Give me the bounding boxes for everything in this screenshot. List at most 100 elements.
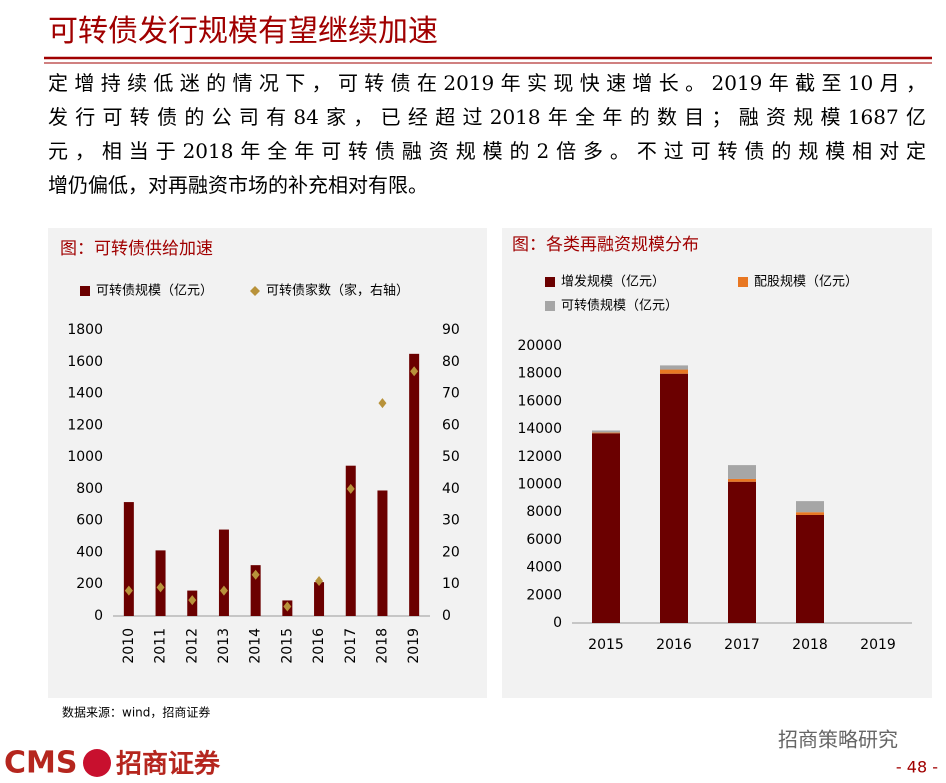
paragraph-line: 定增持续低迷的情况下，可转债在2019年实现快速增长。2019年截至10月， (48, 71, 926, 95)
x-tick-label: 2010 (121, 628, 137, 664)
bar (377, 490, 388, 616)
y-tick-label: 20000 (517, 338, 562, 354)
point (124, 585, 133, 596)
panel (502, 228, 932, 698)
chart-title: 图：可转债供给加速 (60, 239, 213, 259)
y-tick-label: 8000 (526, 504, 562, 520)
x-tick-label: 2019 (860, 637, 896, 653)
point (156, 582, 165, 593)
legend-marker (250, 286, 260, 296)
source-note: 数据来源：wind，招商证券 (62, 705, 210, 720)
bar-segment (728, 481, 756, 623)
paragraph: 定增持续低迷的情况下，可转债在2019年实现快速增长。2019年截至10月， 发行… (48, 66, 926, 202)
x-tick-label: 2018 (374, 628, 390, 664)
logo: CMS (4, 746, 77, 781)
bar-segment (660, 373, 688, 623)
y2-tick-label: 80 (442, 354, 460, 370)
bar (123, 502, 134, 616)
y-tick-label: 6000 (526, 532, 562, 548)
x-tick-label: 2015 (588, 637, 624, 653)
y-tick-label: 2000 (526, 587, 562, 603)
page-number: - 48 - (896, 758, 938, 777)
bar-segment (592, 432, 620, 434)
y-tick-label: 16000 (517, 393, 562, 409)
legend-marker (545, 301, 555, 311)
bar-segment (796, 514, 824, 623)
x-tick-label: 2012 (184, 628, 200, 664)
y-tick-label: 1600 (67, 354, 103, 370)
y-tick-label: 1400 (67, 386, 103, 402)
paragraph-line: 元，相当于2018年全年可转债融资规模的2倍多。不过可转债的规模相对定 (48, 139, 926, 163)
x-tick-label: 2016 (656, 637, 692, 653)
y2-tick-label: 40 (442, 481, 460, 497)
bar (409, 353, 420, 616)
bar-segment (660, 365, 688, 370)
x-tick-label: 2018 (792, 637, 828, 653)
point (251, 569, 260, 580)
y-tick-label: 1800 (67, 322, 103, 338)
x-tick-label: 2017 (343, 628, 359, 664)
point (315, 576, 324, 587)
bar-segment (660, 369, 688, 374)
point (188, 595, 197, 606)
x-tick-label: 2014 (248, 628, 264, 664)
y2-tick-label: 0 (442, 608, 451, 624)
slide-title: 可转债发行规模有望继续加速 (48, 14, 438, 49)
y-tick-label: 14000 (517, 421, 562, 437)
y2-tick-label: 60 (442, 417, 460, 433)
point (283, 601, 292, 612)
y-tick-label: 4000 (526, 560, 562, 576)
bar-segment (796, 512, 824, 515)
legend-marker (738, 277, 748, 287)
bar (250, 565, 261, 616)
legend-marker (545, 277, 555, 287)
bar-segment (728, 478, 756, 482)
legend-label: 可转债规模（亿元） (96, 284, 213, 299)
chart-title: 图：各类再融资规模分布 (512, 235, 699, 255)
legend-label: 可转债规模（亿元） (561, 299, 678, 314)
y2-tick-label: 90 (442, 322, 460, 338)
y2-tick-label: 30 (442, 513, 460, 529)
legend-label: 可转债家数（家，右轴） (266, 283, 409, 299)
bar (345, 465, 356, 616)
bar-segment (796, 501, 824, 513)
paragraph-line: 增仍偏低，对再融资市场的补充相对有限。 (48, 173, 428, 197)
point (410, 366, 419, 377)
point (378, 398, 387, 409)
y2-tick-label: 50 (442, 449, 460, 465)
y-tick-label: 10000 (517, 477, 562, 493)
legend-label: 增发规模（亿元） (561, 274, 665, 290)
y-tick-label: 800 (76, 481, 103, 497)
point (346, 483, 355, 494)
x-tick-label: 2011 (153, 628, 169, 664)
x-tick-label: 2019 (406, 628, 422, 664)
y-tick-label: 400 (76, 544, 103, 560)
bar-segment (592, 430, 620, 433)
y-tick-label: 600 (76, 513, 103, 529)
y-tick-label: 0 (553, 615, 562, 631)
bar (218, 529, 229, 616)
y-tick-label: 200 (76, 576, 103, 592)
panel (48, 228, 487, 698)
company-name: 招商证券 (116, 749, 221, 780)
y2-tick-label: 70 (442, 386, 460, 402)
point (219, 585, 228, 596)
legend-label: 配股规模（亿元） (754, 275, 858, 290)
bar-segment (592, 433, 620, 623)
y2-tick-label: 10 (442, 576, 460, 592)
bar (314, 582, 325, 616)
x-tick-label: 2016 (311, 628, 327, 664)
y-tick-label: 12000 (517, 449, 562, 465)
bar-segment (728, 465, 756, 479)
y-tick-label: 0 (94, 608, 103, 624)
paragraph-line: 发行可转债的公司有84家，已经超过2018年全年的数目；融资规模1687亿 (48, 105, 926, 129)
y-tick-label: 18000 (517, 366, 562, 382)
y-tick-label: 1200 (67, 417, 103, 433)
x-tick-label: 2017 (724, 637, 760, 653)
logo-mark (83, 749, 111, 777)
legend-marker (80, 286, 90, 296)
watermark: 招商策略研究 (778, 728, 898, 752)
y2-tick-label: 20 (442, 544, 460, 560)
